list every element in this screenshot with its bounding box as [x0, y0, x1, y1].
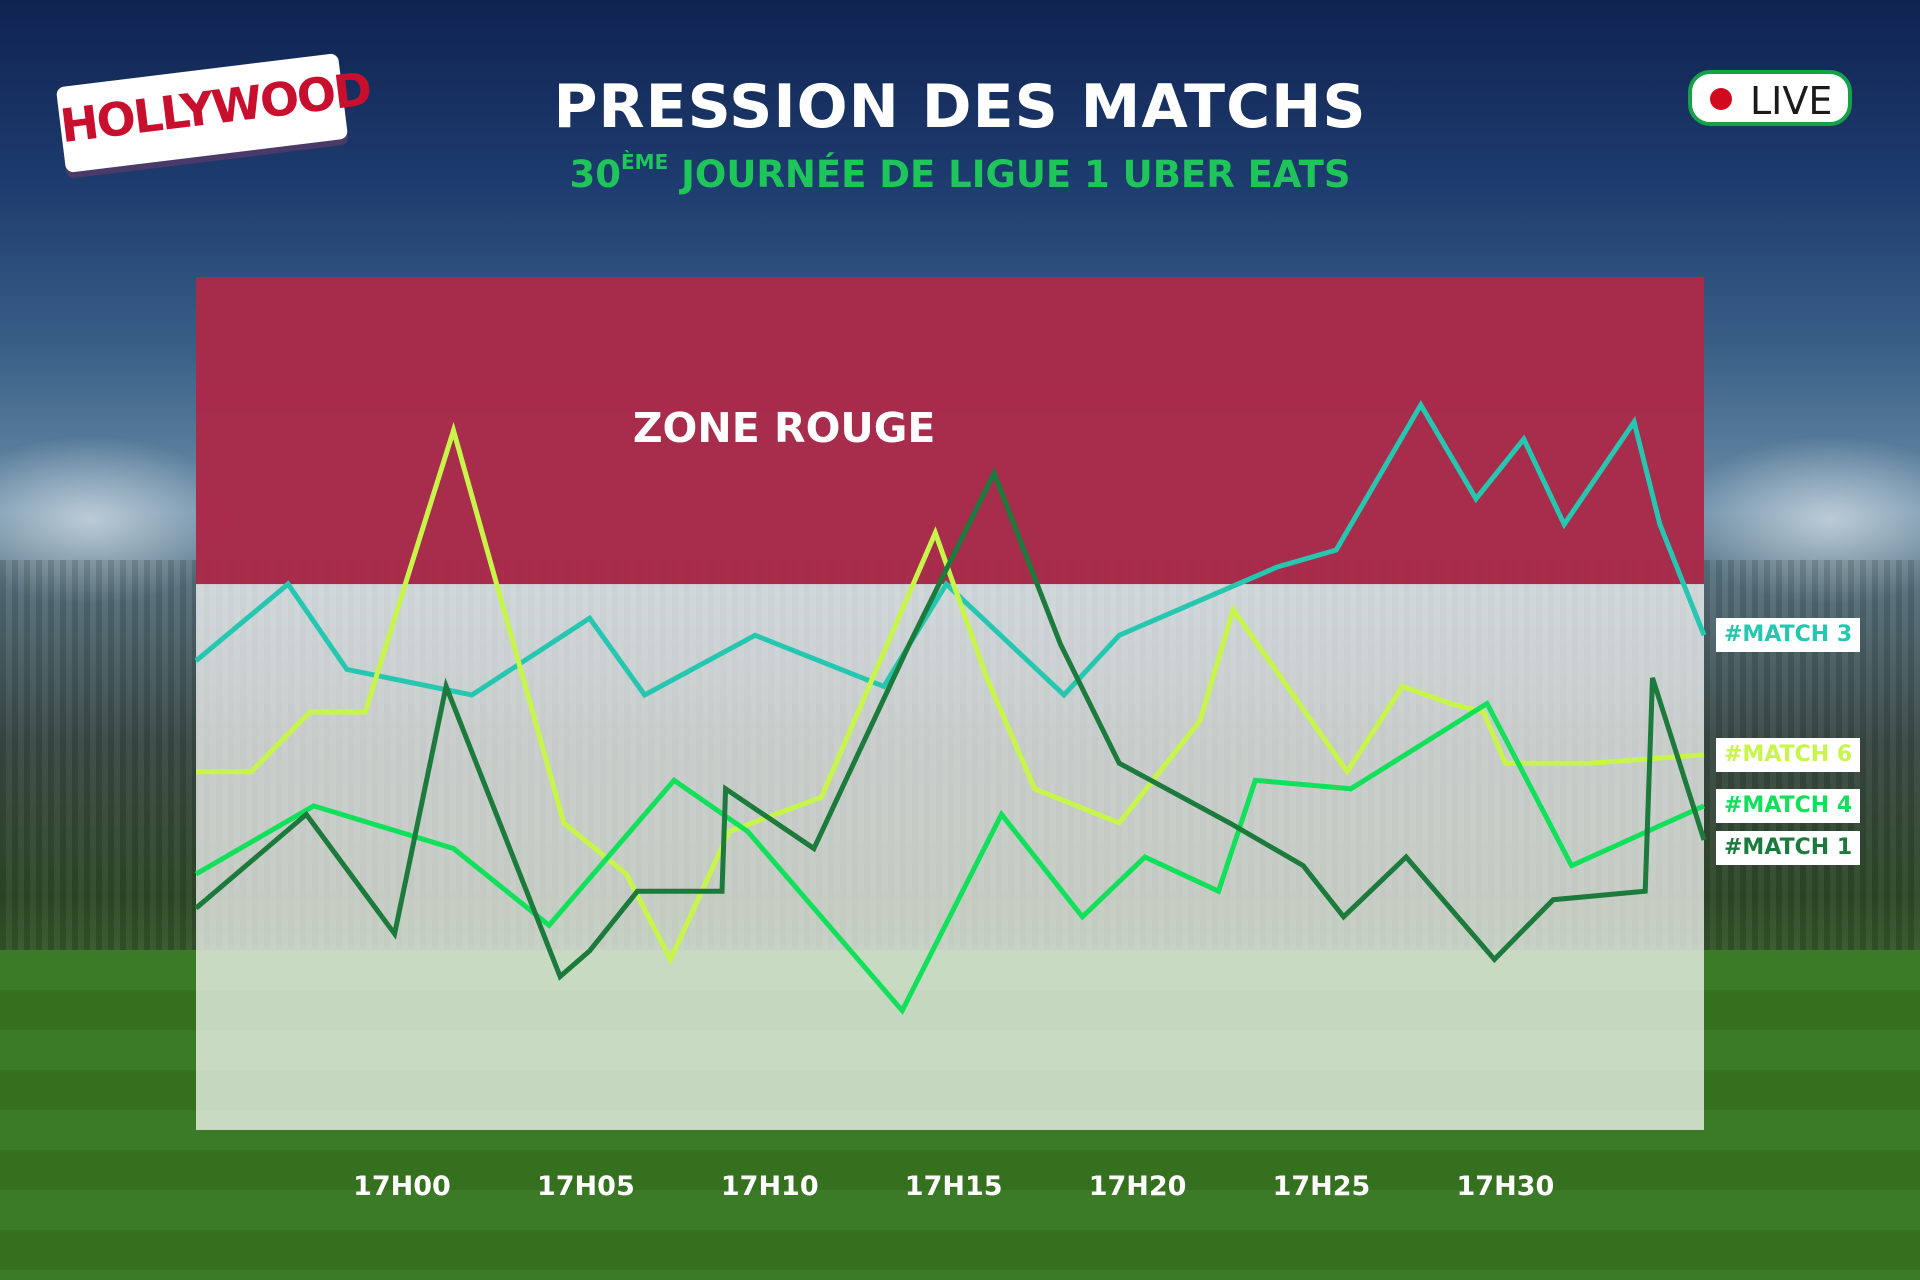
x-tick-label: 17H05 — [537, 1171, 635, 1202]
x-tick-label: 17H25 — [1273, 1171, 1371, 1202]
legend-label-match-3: #MATCH 3 — [1716, 618, 1861, 653]
subtitle-ordinal: ÈME — [621, 150, 669, 174]
red-zone-label: ZONE ROUGE — [633, 404, 936, 452]
x-tick-label: 17H00 — [353, 1171, 451, 1202]
x-tick-label: 17H20 — [1089, 1171, 1187, 1202]
live-badge: LIVE — [1688, 70, 1852, 126]
series-line-match-6 — [196, 421, 1705, 966]
series-line-match-3 — [194, 400, 1707, 699]
x-tick-label: 17H10 — [721, 1171, 819, 1202]
subtitle-text: JOURNÉE DE LIGUE 1 UBER EATS — [668, 153, 1351, 196]
page-subtitle: 30ÈME JOURNÉE DE LIGUE 1 UBER EATS — [400, 150, 1520, 196]
legend-label-match-1: #MATCH 1 — [1716, 830, 1861, 865]
subtitle-number: 30 — [569, 153, 622, 196]
series-line-match-4 — [194, 699, 1706, 1016]
live-dot-icon — [1710, 88, 1732, 110]
x-tick-label: 17H15 — [905, 1171, 1003, 1202]
series-line-match-1 — [194, 467, 1707, 981]
legend-label-match-4: #MATCH 4 — [1716, 788, 1861, 823]
legend-label-match-6: #MATCH 6 — [1716, 737, 1861, 772]
page-title: PRESSION DES MATCHS — [553, 72, 1367, 142]
x-tick-label: 17H30 — [1457, 1171, 1555, 1202]
red-zone-band — [196, 277, 1704, 585]
live-label: LIVE — [1750, 79, 1833, 123]
